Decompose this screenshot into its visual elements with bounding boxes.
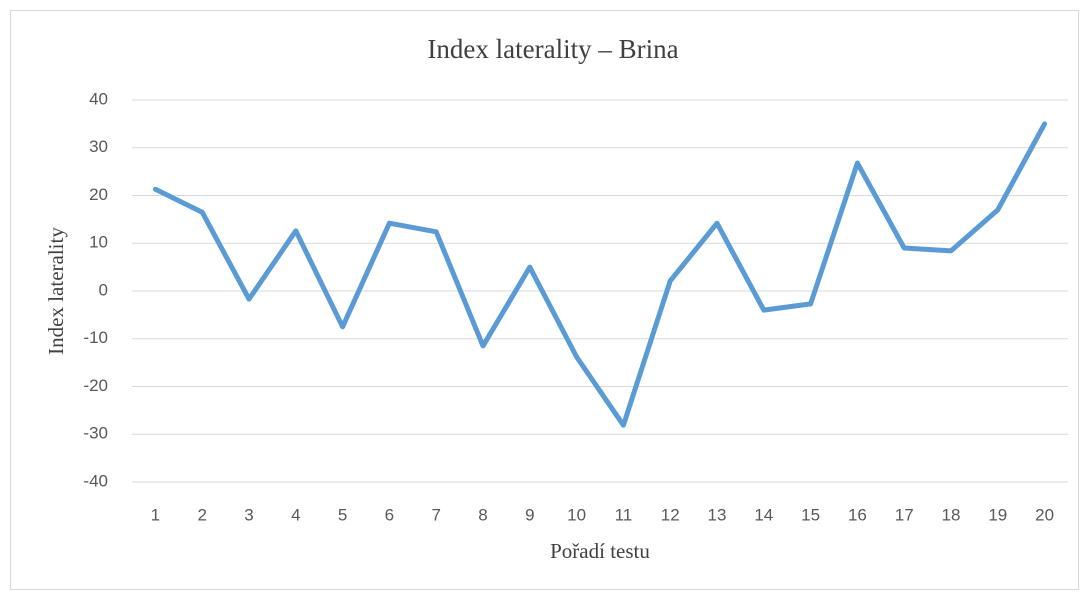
x-tick-label: 16: [848, 505, 867, 524]
y-tick-label: 0: [99, 280, 108, 299]
chart-title: Index laterality – Brina: [427, 34, 678, 64]
y-tick-label: -20: [83, 376, 108, 395]
y-axis-title: Index laterality: [44, 227, 68, 355]
data-line: [152, 121, 1048, 428]
x-tick-label: 12: [661, 505, 680, 524]
y-tick-label: -30: [83, 424, 108, 443]
x-tick-label: 2: [197, 505, 206, 524]
x-tick-label: 4: [291, 505, 300, 524]
y-tick-label: 20: [89, 185, 108, 204]
x-tick-label: 19: [988, 505, 1007, 524]
x-tick-label: 11: [615, 505, 633, 524]
x-tick-label: 20: [1035, 505, 1054, 524]
x-tick-label: 1: [151, 505, 160, 524]
x-tick-label: 8: [478, 505, 487, 524]
x-tick-label: 3: [244, 505, 253, 524]
x-tick-label: 10: [567, 505, 586, 524]
y-tick-label: 40: [89, 89, 108, 108]
x-tick-label: 9: [525, 505, 534, 524]
y-tick-label: 30: [89, 137, 108, 156]
x-tick-label: 7: [431, 505, 440, 524]
x-tick-label: 14: [754, 505, 773, 524]
y-tick-label: -10: [83, 328, 108, 347]
y-tick-label: -40: [83, 471, 108, 490]
x-tick-label: 6: [385, 505, 394, 524]
x-tick-label: 5: [338, 505, 347, 524]
x-tick-label: 15: [801, 505, 820, 524]
y-tick-label: 10: [89, 233, 108, 252]
x-tick-label: 13: [708, 505, 727, 524]
x-tick-label: 17: [895, 505, 914, 524]
x-tick-label: 18: [942, 505, 961, 524]
x-axis-title: Pořadí testu: [550, 539, 650, 563]
